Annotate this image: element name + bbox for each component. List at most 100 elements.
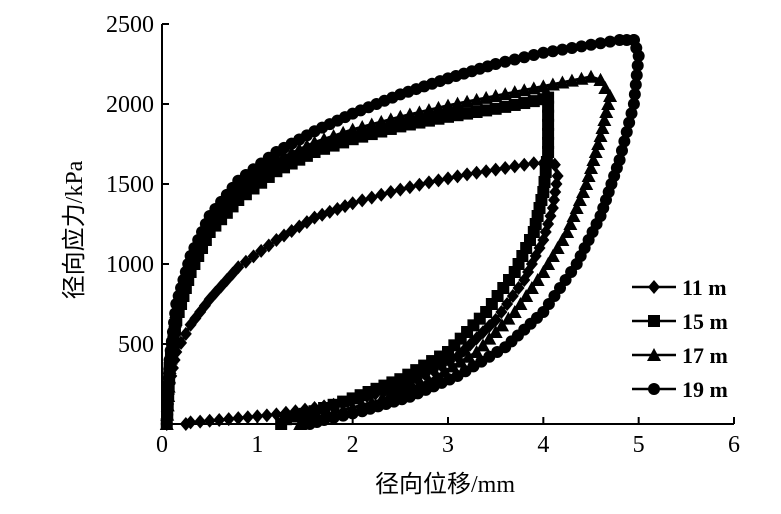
legend-marker	[648, 383, 660, 395]
data-point	[232, 260, 245, 275]
data-point	[375, 187, 388, 202]
data-point	[584, 161, 598, 174]
data-point	[203, 413, 216, 428]
data-point	[422, 175, 435, 190]
data-point	[542, 91, 555, 104]
data-point	[632, 50, 645, 62]
data-point	[495, 305, 508, 319]
axes: 0 1 2 3 4 5 6 500 1000 1500 2000 2500	[106, 12, 740, 458]
data-point	[327, 411, 340, 424]
data-point	[356, 193, 369, 208]
legend-label: 19 m	[682, 377, 728, 402]
data-point	[625, 107, 638, 120]
data-point	[461, 349, 476, 363]
data-point	[346, 392, 359, 405]
data-point	[527, 95, 540, 108]
x-tick-label: 3	[442, 432, 454, 458]
data-point	[495, 318, 510, 332]
data-point	[394, 120, 407, 133]
data-point	[375, 125, 388, 138]
data-point	[541, 257, 556, 270]
data-point	[451, 109, 464, 122]
data-point	[560, 225, 575, 238]
data-point	[239, 254, 252, 269]
data-point	[627, 98, 640, 110]
data-point	[536, 265, 551, 278]
data-point	[618, 135, 631, 148]
data-point	[593, 73, 608, 86]
data-point	[591, 137, 606, 150]
data-point	[365, 190, 378, 205]
data-point	[513, 297, 528, 310]
legend-item: 11 m	[632, 275, 727, 300]
data-point	[542, 109, 555, 122]
data-point	[327, 398, 340, 411]
x-tick-label: 5	[633, 432, 645, 458]
data-point	[222, 412, 235, 427]
data-point	[482, 331, 497, 345]
data-point	[451, 169, 464, 184]
data-point	[163, 354, 176, 366]
data-point	[594, 37, 607, 50]
x-tick-label: 1	[251, 432, 263, 458]
data-point	[599, 105, 614, 118]
data-point	[461, 107, 474, 120]
data-point	[620, 126, 633, 138]
data-point	[545, 249, 560, 262]
data-point	[555, 233, 570, 246]
data-point	[508, 53, 521, 66]
data-point	[530, 273, 545, 286]
y-tick-label: 500	[118, 332, 154, 358]
data-point	[247, 249, 260, 264]
data-point	[565, 42, 578, 54]
data-point	[164, 344, 177, 357]
data-point	[194, 414, 207, 429]
data-point	[318, 142, 331, 155]
data-point	[246, 170, 261, 184]
series-line-loading	[165, 97, 544, 425]
data-point	[537, 46, 550, 59]
data-point	[475, 338, 490, 352]
legend-marker	[647, 348, 661, 361]
y-tick-label: 1500	[106, 172, 154, 198]
data-point	[595, 121, 610, 134]
data-point	[179, 326, 192, 341]
data-point	[337, 136, 350, 149]
y-axis-title: 径向应力/kPa	[61, 160, 88, 299]
data-point	[238, 176, 253, 190]
data-point	[255, 243, 268, 258]
data-point	[631, 59, 644, 72]
data-point	[469, 345, 484, 358]
data-point	[499, 161, 512, 175]
data-point	[270, 407, 283, 422]
x-tick-label: 2	[347, 432, 359, 458]
data-point	[168, 316, 181, 329]
data-point	[262, 238, 275, 253]
data-point	[507, 305, 522, 318]
data-point	[615, 144, 628, 157]
data-point	[356, 130, 369, 143]
legend-marker	[648, 280, 660, 294]
data-point	[518, 273, 531, 287]
data-point	[470, 165, 483, 180]
y-tick-label: 1000	[106, 252, 154, 278]
data-point	[542, 118, 555, 131]
data-point	[588, 145, 603, 158]
y-tick-label: 2000	[106, 92, 154, 118]
data-point	[346, 196, 359, 211]
data-point	[527, 49, 540, 62]
data-point	[318, 402, 331, 414]
data-point	[384, 122, 397, 135]
data-point	[480, 104, 493, 117]
data-point	[384, 185, 397, 199]
data-point	[623, 116, 636, 129]
data-point	[489, 102, 502, 115]
data-point	[538, 176, 551, 188]
data-point	[630, 69, 643, 82]
legend-marker	[648, 315, 660, 327]
data-point	[162, 381, 175, 394]
data-point	[501, 297, 514, 311]
data-point	[628, 88, 641, 101]
data-point	[445, 359, 460, 373]
